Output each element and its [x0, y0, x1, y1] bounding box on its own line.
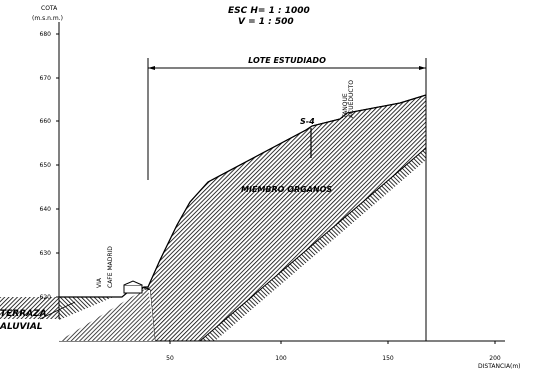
- y-axis-unit: (m.s.n.m.): [32, 15, 63, 22]
- y-tick-label: 680: [40, 31, 52, 38]
- tank-roof-icon: [123, 280, 143, 286]
- x-axis-unit: (m): [510, 363, 521, 370]
- y-tick-label: 630: [40, 250, 52, 257]
- x-ticks: 50 100 150 200: [166, 341, 501, 362]
- y-tick-label: 650: [40, 162, 52, 169]
- tank-label-2: ACUEDUCTO: [348, 80, 355, 118]
- road-label-2: CAFE MADRID: [107, 246, 114, 288]
- tank-icon: [123, 284, 143, 294]
- x-tick-label: 50: [166, 355, 174, 362]
- terrace-strip: [0, 297, 59, 319]
- x-tick-label: 100: [275, 355, 287, 362]
- lot-arrow-left: [148, 66, 155, 70]
- y-tick-label: 670: [40, 75, 52, 82]
- y-ticks: 620 630 640 650 660 670 680: [40, 31, 59, 301]
- terrace-label-1: TERRAZA: [0, 309, 47, 319]
- tank-label-1: TANQUE: [342, 93, 349, 119]
- lot-label: LOTE ESTUDIADO: [248, 56, 326, 65]
- miembro-organos-unit: [147, 94, 427, 342]
- vertical-scale-label: V = 1 : 500: [238, 17, 294, 27]
- borehole-label: S-4: [300, 117, 315, 126]
- terrace-label-2: ALUVIAL: [0, 322, 43, 332]
- horizontal-scale-label: ESC H= 1 : 1000: [228, 6, 310, 16]
- y-axis-title: COTA: [41, 5, 58, 12]
- terrace-label-bg: [0, 319, 59, 341]
- terrace-leader: [39, 301, 76, 320]
- x-tick-label: 200: [489, 355, 501, 362]
- unit-main-label: MIEMBRO ORGANOS: [241, 185, 332, 194]
- lot-arrow-right: [419, 66, 426, 70]
- y-tick-label: 640: [40, 206, 52, 213]
- lower-wedge: [59, 287, 155, 341]
- x-axis-title: DISTANCIA: [478, 363, 511, 370]
- road-label-1: VIA: [96, 277, 103, 288]
- y-tick-label: 660: [40, 118, 52, 125]
- x-tick-label: 150: [382, 355, 394, 362]
